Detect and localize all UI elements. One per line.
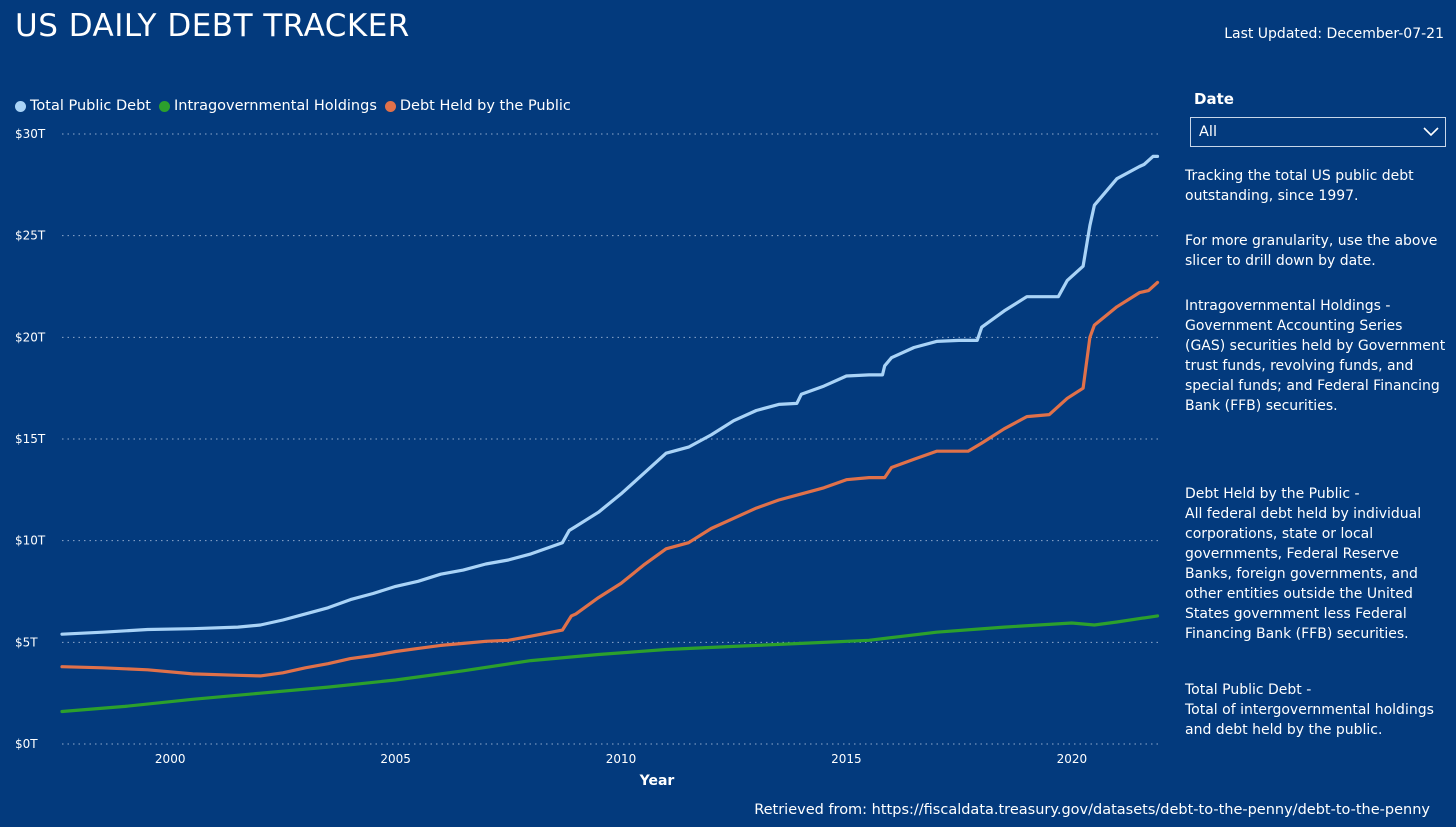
y-tick-label: $10T <box>15 534 46 548</box>
y-tick-label: $25T <box>15 229 46 243</box>
description-tracking: Tracking the total US public debt outsta… <box>1185 168 1414 204</box>
y-tick-label: $0T <box>15 737 38 751</box>
legend-item-intragov[interactable]: Intragovernmental Holdings <box>158 98 377 114</box>
description-total: Total of intergovernmental holdings and … <box>1185 702 1434 738</box>
x-tick-label: 2020 <box>1057 752 1088 766</box>
y-tick-label: $15T <box>15 432 46 446</box>
chart-legend: Total Public Debt Intragovernmental Hold… <box>15 98 579 114</box>
y-tick-label: $5T <box>15 635 38 649</box>
date-slicer-value: All <box>1199 124 1217 140</box>
description-public-heading: Debt Held by the Public - <box>1185 486 1360 502</box>
date-slicer-dropdown[interactable]: All <box>1190 117 1446 147</box>
legend-label-public: Debt Held by the Public <box>399 98 571 114</box>
y-tick-label: $20T <box>15 330 46 344</box>
debt-line-chart: $0T $5T $10T $15T $20T $25T $30T 2000 2005 2010 20… <box>15 127 1162 789</box>
chevron-down-icon <box>1423 127 1439 137</box>
legend-dot-total <box>15 100 26 112</box>
legend-item-public[interactable]: Debt Held by the Public <box>384 98 571 114</box>
legend-item-total[interactable]: Total Public Debt <box>15 98 151 114</box>
series-line-total-public-debt <box>60 154 1160 636</box>
x-tick-label: 2010 <box>606 752 637 766</box>
x-tick-label: 2000 <box>155 752 186 766</box>
series-line-debt-held-by-the-public <box>60 280 1160 678</box>
x-tick-label: 2005 <box>380 752 411 766</box>
legend-label-intragov: Intragovernmental Holdings <box>173 98 377 114</box>
legend-dot-public <box>384 100 396 112</box>
page-title: US DAILY DEBT TRACKER <box>15 8 410 44</box>
x-axis-title: Year <box>639 773 675 789</box>
date-slicer-label: Date <box>1194 90 1234 108</box>
description-intragov: Intragovernmental Holdings - Government … <box>1185 298 1446 414</box>
description-granularity: For more granularity, use the above slic… <box>1185 233 1438 269</box>
description-total-heading: Total Public Debt - <box>1185 682 1312 698</box>
last-updated-label: Last Updated: December-07-21 <box>1224 26 1444 42</box>
description-public: All federal debt held by individual corp… <box>1185 506 1422 642</box>
series-line-intragovernmental-holdings <box>60 614 1160 714</box>
x-tick-label: 2015 <box>831 752 862 766</box>
y-tick-label: $30T <box>15 127 46 141</box>
legend-dot-intragov <box>158 100 170 112</box>
legend-label-total: Total Public Debt <box>30 98 151 114</box>
source-footer[interactable]: Retrieved from: https://fiscaldata.treas… <box>754 802 1430 818</box>
